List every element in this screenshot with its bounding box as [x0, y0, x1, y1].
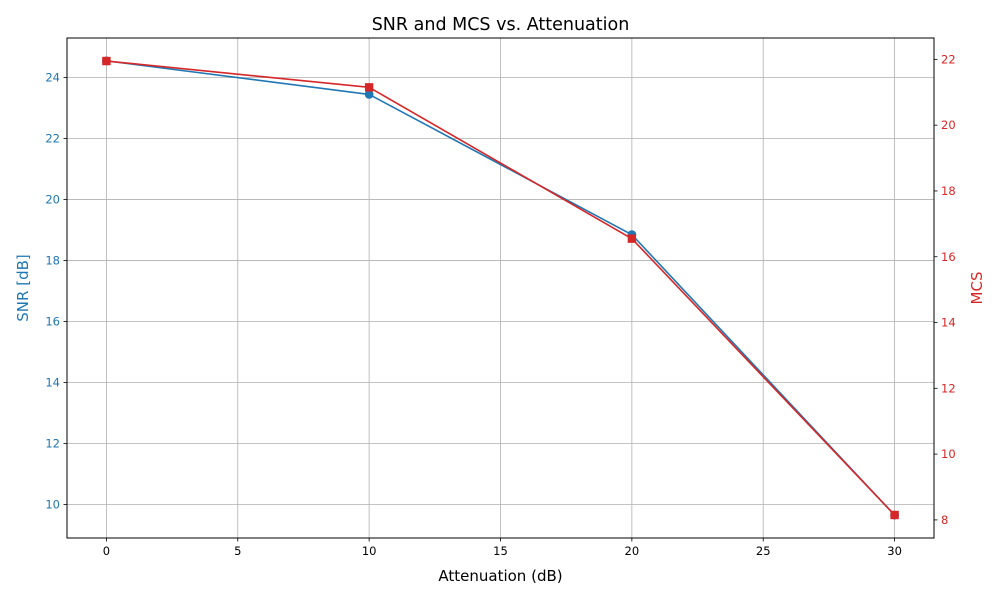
y-tick-label: 18	[45, 254, 60, 268]
series-line-1	[106, 60, 896, 516]
y-axis-right: 8 10 12 14 16 18 20 22	[934, 52, 956, 527]
x-tick-label: 25	[756, 544, 771, 558]
grid	[67, 38, 934, 538]
x-tick-label: 0	[103, 544, 110, 558]
y2-tick-label: 14	[941, 316, 956, 330]
y-tick-label: 12	[45, 436, 60, 450]
series-2-marker	[364, 83, 374, 92]
y-tick-label: 10	[45, 497, 60, 511]
series-2-marker	[102, 56, 111, 66]
y-axis-left-title: SNR [dB]	[14, 254, 32, 321]
x-axis: 0 5 10 15 20 25 30	[103, 538, 902, 558]
y2-tick-label: 20	[941, 118, 956, 132]
x-tick-label: 10	[362, 544, 377, 558]
x-tick-label: 15	[493, 544, 508, 558]
y-tick-label: 20	[45, 193, 60, 207]
y2-tick-label: 22	[941, 52, 956, 66]
x-tick-label: 5	[234, 544, 241, 558]
y2-tick-label: 18	[941, 184, 956, 198]
y-axis-right-title: MCS	[968, 272, 986, 305]
chart-title: SNR and MCS vs. Attenuation	[372, 15, 630, 35]
series-2-marker	[890, 510, 899, 520]
y2-tick-label: 10	[941, 447, 956, 461]
y-tick-label: 22	[45, 132, 60, 146]
y2-tick-label: 16	[941, 250, 956, 264]
x-axis-title: Attenuation (dB)	[438, 567, 562, 585]
y2-tick-label: 8	[941, 513, 948, 527]
y-axis-left: 10 12 14 16 18 20 22 24	[45, 71, 67, 511]
series-line-2	[106, 60, 896, 516]
y2-tick-label: 12	[941, 381, 956, 395]
series-layer	[102, 56, 899, 520]
y-tick-label: 24	[45, 71, 60, 85]
x-tick-label: 30	[887, 544, 902, 558]
y-tick-label: 16	[45, 315, 60, 329]
series-2-marker	[627, 234, 637, 243]
y-tick-label: 14	[45, 376, 60, 390]
x-tick-label: 20	[625, 544, 640, 558]
series-1-marker	[364, 90, 374, 99]
